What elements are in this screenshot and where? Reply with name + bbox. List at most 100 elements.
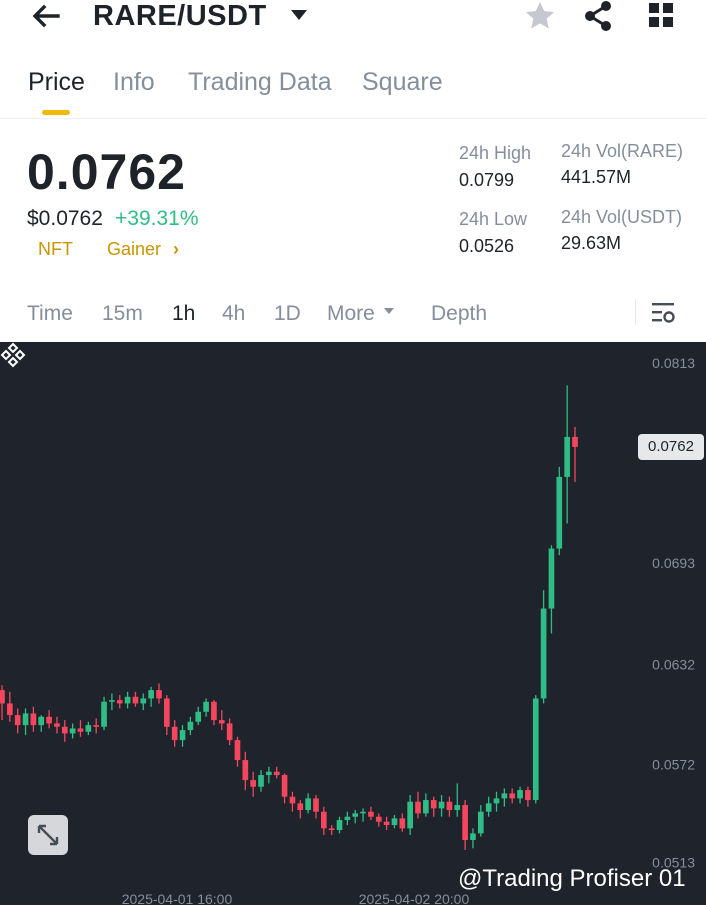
top-bar: RARE/USDT [0, 0, 706, 38]
candle-body [101, 701, 107, 727]
tag-gainer[interactable]: Gainer [107, 239, 162, 259]
candlestick-chart[interactable]: 0.0813 0.0693 0.0632 0.0572 0.0513 2025-04-01… [0, 342, 706, 905]
star-icon[interactable] [524, 0, 556, 32]
back-arrow-icon[interactable] [30, 2, 62, 30]
candle-body [132, 696, 139, 704]
candle-body [344, 816, 351, 821]
candle-body [564, 436, 570, 477]
y-tick-label: 0.0813 [652, 355, 695, 371]
candle-body [116, 700, 123, 704]
high-label: 24h High [459, 143, 532, 163]
candle-body [556, 476, 563, 549]
active-tab-indicator [42, 110, 70, 115]
tab-info[interactable]: Info [113, 68, 155, 96]
high-value: 0.0799 [459, 170, 515, 190]
candle-body [391, 818, 398, 826]
candle-body [415, 801, 421, 814]
candle-body [320, 811, 327, 829]
candle-body [109, 700, 115, 702]
y-tick-label: 0.0572 [652, 756, 695, 772]
grid-icon[interactable] [646, 0, 676, 30]
y-tick-label: 0.0693 [652, 555, 695, 571]
current-price-tag: 0.0762 [638, 433, 704, 460]
candle-body [140, 698, 147, 704]
candle-body [7, 703, 13, 716]
candle-body [124, 696, 131, 704]
candle-body [470, 833, 476, 841]
interval-1d[interactable]: 1D [274, 302, 301, 325]
candle-body [430, 800, 437, 809]
candle-body [273, 771, 280, 776]
expand-icon [37, 824, 59, 846]
fiat-price: $0.0762 [27, 207, 103, 230]
caret-down-icon[interactable] [383, 306, 395, 316]
vol-quote-value: 29.63M [561, 233, 622, 253]
candle-body [368, 811, 374, 817]
candle-body [46, 716, 52, 724]
candle-body [93, 725, 100, 727]
tab-square[interactable]: Square [362, 68, 443, 96]
candle-body [164, 698, 170, 727]
candle-body [218, 720, 225, 724]
candle-body [407, 801, 413, 829]
candle-body [540, 608, 547, 699]
candle-body [281, 775, 288, 797]
tab-bar: Price Info Trading Data Square [0, 62, 706, 115]
interval-depth[interactable]: Depth [431, 302, 488, 325]
candle-body [38, 716, 45, 726]
candle-body [179, 730, 186, 741]
candle-body [462, 805, 468, 841]
candle-body [258, 775, 264, 787]
y-tick-label: 0.0513 [652, 855, 695, 871]
vol-base-label: 24h Vol(RARE) [561, 141, 684, 161]
candle-body [61, 726, 68, 734]
candle-body [517, 790, 523, 799]
candle-body [77, 728, 84, 732]
candle-body [423, 800, 429, 814]
candle-body [22, 713, 29, 726]
expand-button[interactable] [28, 815, 68, 855]
candle-body [454, 805, 461, 811]
candle-body [532, 698, 539, 801]
vol-quote-label: 24h Vol(USDT) [561, 207, 683, 227]
chart-settings-icon[interactable] [650, 300, 676, 326]
candle-body [493, 798, 500, 804]
divider [0, 118, 706, 119]
last-price: 0.0762 [27, 144, 186, 200]
candle-body [54, 723, 60, 727]
candle-body [171, 726, 178, 741]
candle-body [548, 548, 555, 609]
candle-body [30, 713, 37, 726]
interval-time[interactable]: Time [27, 302, 73, 325]
candle-body [187, 721, 194, 731]
candle-body [156, 690, 162, 699]
interval-more[interactable]: More [327, 302, 375, 325]
chevron-right-icon[interactable]: › [173, 239, 179, 259]
candle-body [250, 780, 257, 787]
candle-body [297, 803, 304, 811]
candle-body [289, 796, 296, 804]
candle-body [313, 798, 319, 812]
tag-nft[interactable]: NFT [38, 239, 73, 259]
candle-body [195, 711, 202, 722]
caret-down-icon[interactable] [289, 7, 309, 23]
chart-canvas[interactable]: 0.0813 0.0693 0.0632 0.0572 0.0513 2025-04-01… [0, 342, 706, 905]
interval-4h[interactable]: 4h [222, 302, 246, 325]
interval-1h[interactable]: 1h [172, 302, 196, 325]
interval-15m[interactable]: 15m [102, 302, 143, 325]
share-icon[interactable] [582, 0, 614, 32]
candle-body [305, 798, 311, 811]
candle-body [14, 715, 21, 726]
tab-price[interactable]: Price [28, 68, 85, 96]
candle-body [69, 728, 76, 734]
low-value: 0.0526 [459, 236, 515, 256]
candle-body [477, 811, 484, 834]
candle-body [399, 818, 406, 829]
candle-body [226, 723, 233, 741]
candle-body [525, 790, 531, 801]
candle-body [375, 816, 382, 822]
pair-title[interactable]: RARE/USDT [93, 0, 267, 32]
interval-bar: Time 15m 1h 4h 1D More Depth [0, 298, 706, 334]
tab-trading-data[interactable]: Trading Data [188, 68, 332, 96]
candle-body [336, 820, 343, 831]
